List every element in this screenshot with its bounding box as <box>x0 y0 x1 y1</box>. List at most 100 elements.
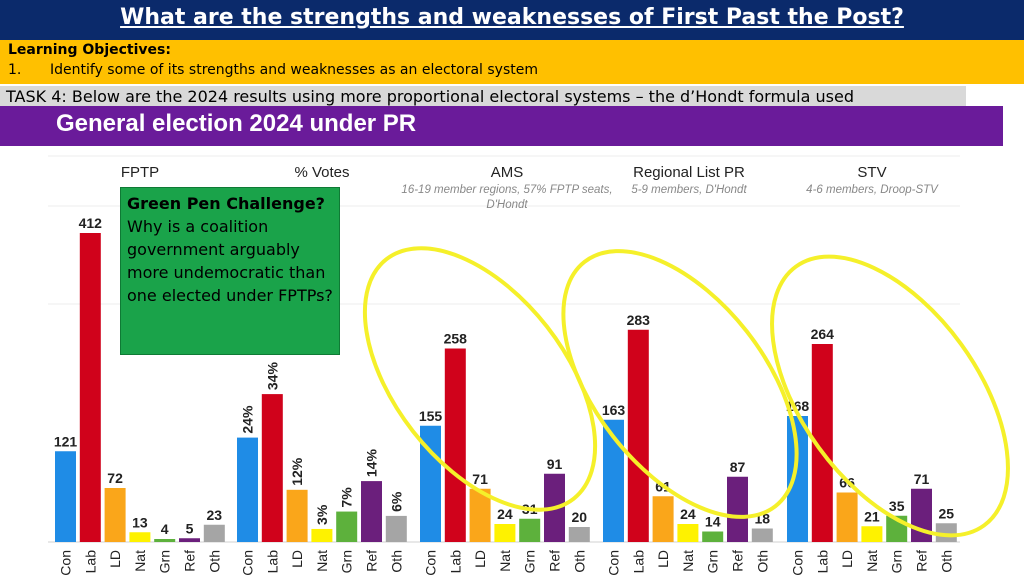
data-label: 91 <box>547 456 563 472</box>
tick-label: LD <box>472 550 488 568</box>
bar-lab <box>444 348 466 542</box>
data-label: 21 <box>864 508 880 524</box>
chart-subtitle: D'Hondt <box>486 199 528 211</box>
bar-ld <box>469 488 491 542</box>
bar-oth <box>203 524 225 542</box>
data-label: 20 <box>572 509 588 525</box>
data-label: 6% <box>388 491 404 512</box>
objective-number: 1. <box>8 62 22 78</box>
tick-label: LD <box>655 550 671 568</box>
bar-grn <box>154 539 176 542</box>
data-label: 7% <box>339 487 355 508</box>
learning-objectives-panel: Learning Objectives: 1. Identify some of… <box>0 40 1024 84</box>
title-bar <box>0 0 1024 40</box>
task-bar: TASK 4: Below are the 2024 results using… <box>0 86 966 108</box>
green-pen-question: Why is a coalition government arguably m… <box>127 217 333 305</box>
bar-ref <box>179 538 200 542</box>
chart-title: STV <box>857 164 886 181</box>
tick-label: Con <box>240 550 256 575</box>
tick-label: Lab <box>264 550 280 574</box>
highlight-ellipse-regional-list <box>561 249 799 519</box>
data-label: 3% <box>314 504 330 525</box>
tick-label: Oth <box>388 550 404 573</box>
tick-label: Nat <box>132 550 148 572</box>
chart-banner-title: General election 2024 under PR <box>56 110 417 137</box>
tick-label: Ref <box>182 550 198 572</box>
data-label: 12% <box>289 457 305 486</box>
tick-label: Lab <box>814 550 830 574</box>
data-label: 14% <box>364 449 380 478</box>
data-label: 283 <box>627 312 651 328</box>
tick-label: Nat <box>497 550 513 572</box>
bar-lab <box>261 394 283 542</box>
bar-ld <box>836 492 858 542</box>
bar-con <box>603 419 624 542</box>
tick-label: LD <box>107 550 123 568</box>
bar-nat <box>311 528 333 542</box>
tick-label: Con <box>606 550 622 575</box>
data-label: 155 <box>419 408 443 424</box>
chart-title: % Votes <box>294 164 349 181</box>
chart-title: Regional List PR <box>633 164 745 181</box>
bar-con <box>55 451 76 542</box>
data-label: 412 <box>79 215 103 231</box>
green-pen-challenge-box: Green Pen Challenge? Why is a coalition … <box>120 187 340 355</box>
bar-oth <box>568 527 590 542</box>
data-label: 163 <box>602 402 626 418</box>
bar-grn <box>519 518 541 542</box>
tick-label: Nat <box>680 550 696 572</box>
bar-ld <box>104 488 126 542</box>
chart-banner: General election 2024 under PR <box>0 106 1003 146</box>
bar-nat <box>861 526 883 542</box>
chart-subtitle: 5-9 members, D'Hondt <box>631 184 747 196</box>
data-label: 121 <box>54 433 78 449</box>
data-label: 24 <box>680 506 696 522</box>
chart-subtitle: 16-19 member regions, 57% FPTP seats, <box>401 184 612 196</box>
data-label: 23 <box>207 507 223 523</box>
bar-lab <box>811 344 833 542</box>
bar-grn <box>702 531 724 542</box>
tick-label: Oth <box>571 550 587 573</box>
data-label: 25 <box>939 505 955 521</box>
bar-ref <box>361 481 382 542</box>
tick-label: Lab <box>630 550 646 574</box>
data-label: 24% <box>240 405 256 434</box>
data-label: 71 <box>914 471 930 487</box>
tick-label: Nat <box>864 550 880 572</box>
tick-label: Ref <box>547 550 563 572</box>
data-label: 87 <box>730 459 746 475</box>
bar-lab <box>627 329 649 542</box>
tick-label: Grn <box>522 550 538 573</box>
highlight-ellipse-ams <box>362 246 598 512</box>
bar-nat <box>494 524 516 542</box>
bar-ld <box>286 489 308 542</box>
tick-label: LD <box>839 550 855 568</box>
tick-label: Con <box>58 550 74 575</box>
tick-label: Ref <box>914 550 930 572</box>
tick-label: Con <box>423 550 439 575</box>
tick-label: Oth <box>754 550 770 573</box>
tick-label: Grn <box>339 550 355 573</box>
bar-con <box>237 437 258 542</box>
tick-label: Ref <box>730 550 746 572</box>
objectives-heading: Learning Objectives: <box>8 42 171 58</box>
data-label: 13 <box>132 514 148 530</box>
data-label: 34% <box>264 362 280 391</box>
tick-label: Nat <box>314 550 330 572</box>
data-label: 35 <box>889 498 905 514</box>
tick-label: Lab <box>447 550 463 574</box>
tick-label: Oth <box>938 550 954 573</box>
task-text: TASK 4: Below are the 2024 results using… <box>6 87 854 106</box>
chart-title: FPTP <box>121 164 159 181</box>
tick-label: Ref <box>364 550 380 572</box>
bar-nat <box>129 532 151 542</box>
data-label: 5 <box>186 520 194 536</box>
tick-label: Oth <box>206 550 222 573</box>
green-pen-heading: Green Pen Challenge? <box>127 194 325 213</box>
bar-ld <box>652 496 674 542</box>
slide-title: What are the strengths and weaknesses of… <box>120 5 904 30</box>
bar-lab <box>79 233 101 542</box>
data-label: 71 <box>472 471 488 487</box>
tick-label: Grn <box>157 550 173 573</box>
data-label: 24 <box>497 506 513 522</box>
